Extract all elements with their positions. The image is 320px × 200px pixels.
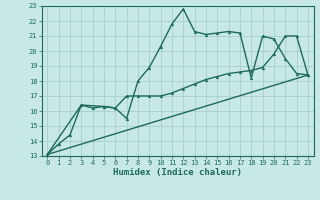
X-axis label: Humidex (Indice chaleur): Humidex (Indice chaleur) (113, 168, 242, 177)
